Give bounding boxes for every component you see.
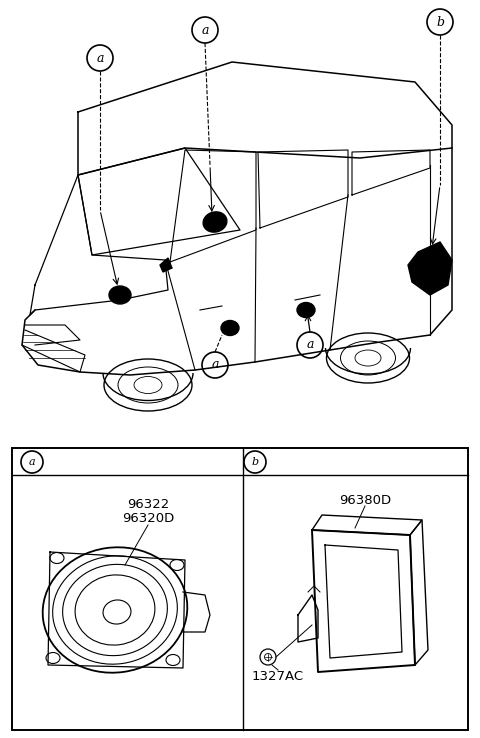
- Text: 96322: 96322: [127, 498, 169, 511]
- Ellipse shape: [221, 320, 239, 336]
- Text: 96320D: 96320D: [122, 512, 174, 525]
- Text: a: a: [96, 52, 104, 64]
- Ellipse shape: [109, 286, 131, 304]
- Polygon shape: [160, 258, 172, 272]
- Polygon shape: [408, 242, 452, 295]
- Ellipse shape: [297, 303, 315, 317]
- Ellipse shape: [203, 212, 227, 232]
- Bar: [12, 448, 468, 730]
- Text: a: a: [29, 457, 36, 467]
- Text: a: a: [306, 339, 314, 351]
- Text: 96380D: 96380D: [339, 494, 391, 506]
- Text: b: b: [252, 457, 259, 467]
- Text: b: b: [436, 15, 444, 29]
- Text: a: a: [201, 24, 209, 36]
- Text: 1327AC: 1327AC: [252, 671, 304, 683]
- Text: a: a: [211, 359, 219, 371]
